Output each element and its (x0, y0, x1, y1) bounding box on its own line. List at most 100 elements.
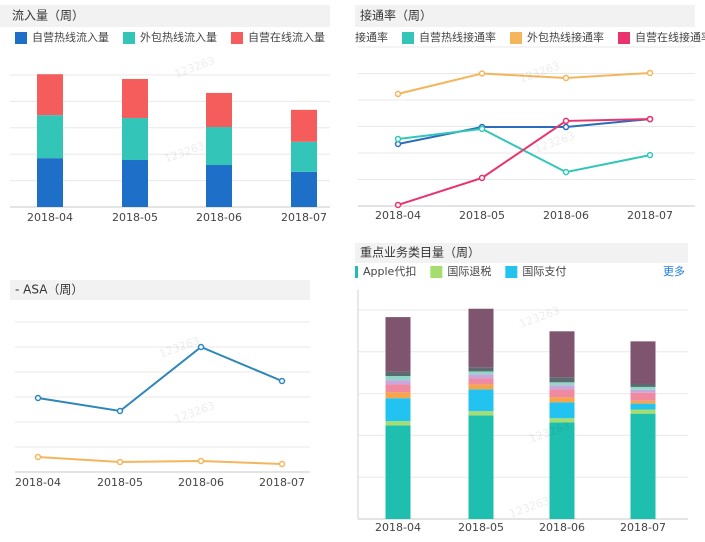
line-point (394, 90, 402, 98)
bar-segment (206, 165, 232, 207)
panel-header (10, 280, 310, 300)
chart-title: 重点业务类目量（周） (360, 245, 480, 260)
bar-segment (385, 317, 411, 372)
watermark: 123263 (508, 494, 552, 521)
line-point (34, 453, 42, 461)
bar-segment (630, 392, 656, 401)
bar-segment (549, 422, 575, 519)
bar-segment (122, 160, 148, 207)
legend-label: 外包热线流入量 (140, 30, 217, 44)
legend-swatch (338, 32, 350, 44)
legend-label: 外包热线接通率 (527, 30, 604, 44)
watermark: 123263 (518, 304, 562, 331)
line-point (394, 140, 402, 148)
line-point (34, 394, 42, 402)
x-tick-label: 2018-07 (620, 521, 666, 534)
legend-swatch (15, 32, 27, 44)
line-point (116, 458, 124, 466)
x-tick-label: 2018-05 (458, 521, 504, 534)
bar-segment (468, 378, 494, 385)
line-point (478, 70, 486, 77)
legend-label: 接通率 (355, 30, 388, 44)
chart-panel: 流入量（周） 自营热线流入量 外包热线流入量 自营在线流入量 2018-04 2018-0… (0, 5, 330, 224)
x-tick-label: 2018-04 (27, 211, 73, 224)
line-point (394, 201, 402, 209)
bar-segment (549, 382, 575, 386)
bar-segment (385, 421, 411, 426)
x-tick-label: 2018-07 (281, 211, 327, 224)
chart-panel: 接通率（周） 接通率 自营热线接通率 外包热线接通率 自营在线接通率 2018-04 201… (338, 5, 705, 222)
bar-segment (385, 371, 411, 377)
legend-label: Apple代扣 (363, 264, 416, 278)
chart-title: - ASA（周） (15, 283, 83, 297)
panel-header (355, 5, 695, 27)
line-point (646, 69, 654, 77)
legend-swatch (402, 32, 414, 44)
chart-title: 接通率（周） (360, 8, 432, 23)
bar-segment (630, 403, 656, 410)
bar-segment (468, 389, 494, 412)
bar-segment (385, 384, 411, 393)
bar-segment (549, 385, 575, 390)
line-series (397, 118, 651, 206)
bar-segment (37, 158, 63, 207)
x-tick-label: 2018-05 (112, 211, 158, 224)
legend-swatch (618, 32, 630, 44)
legend-swatch (123, 32, 135, 44)
bar-segment (630, 413, 656, 519)
panel-header (0, 5, 330, 27)
line-point (562, 168, 570, 176)
x-tick-label: 2018-06 (543, 209, 589, 222)
panel-header (355, 243, 688, 263)
x-tick-label: 2018-04 (375, 209, 421, 222)
bar-segment (549, 418, 575, 423)
bar-segment (291, 141, 317, 172)
x-tick-label: 2018-05 (97, 476, 143, 489)
line-point (116, 407, 124, 415)
bar-segment (468, 415, 494, 519)
bar-segment (206, 92, 232, 128)
bar-segment (549, 331, 575, 378)
bar-segment (630, 409, 656, 414)
bar-segment (385, 380, 411, 385)
watermark: 123263 (533, 129, 577, 156)
legend-label: 国际退税 (447, 264, 491, 278)
more-link[interactable]: 更多 (663, 264, 685, 278)
bar-segment (385, 398, 411, 422)
bar-segment (468, 371, 494, 375)
legend-label: 自营热线流入量 (32, 30, 109, 44)
line-point (478, 174, 486, 182)
legend-label: 自营在线流入量 (248, 30, 325, 44)
line-point (197, 343, 205, 351)
line-point (197, 457, 205, 465)
chart-panel: 重点业务类目量（周） 更多 Apple代扣 国际退税 国际支付 2018-04 2018-0… (355, 243, 688, 534)
bar-segment (291, 109, 317, 142)
line-point (646, 115, 654, 123)
line-series (397, 118, 651, 145)
line-point (562, 74, 570, 82)
line-point (278, 377, 286, 385)
x-tick-label: 2018-04 (375, 521, 421, 534)
legend-swatch (231, 32, 243, 44)
legend-label: 国际支付 (522, 265, 566, 278)
line-point (278, 460, 286, 468)
line-point (478, 125, 486, 133)
line-point (646, 151, 654, 159)
legend-swatch (430, 266, 443, 278)
bar-segment (630, 341, 656, 384)
bar-segment (122, 78, 148, 119)
line-point (562, 117, 570, 125)
bar-segment (468, 411, 494, 416)
bar-segment (549, 397, 575, 403)
x-tick-label: 2018-06 (196, 211, 242, 224)
bar-segment (630, 400, 656, 404)
x-tick-label: 2018-07 (627, 209, 673, 222)
bar-segment (385, 376, 411, 381)
watermark: 123263 (163, 139, 207, 166)
line-series (37, 456, 283, 465)
bar-segment (385, 392, 411, 399)
bar-segment (630, 383, 656, 387)
bar-segment (630, 386, 656, 390)
bar-segment (37, 74, 63, 116)
